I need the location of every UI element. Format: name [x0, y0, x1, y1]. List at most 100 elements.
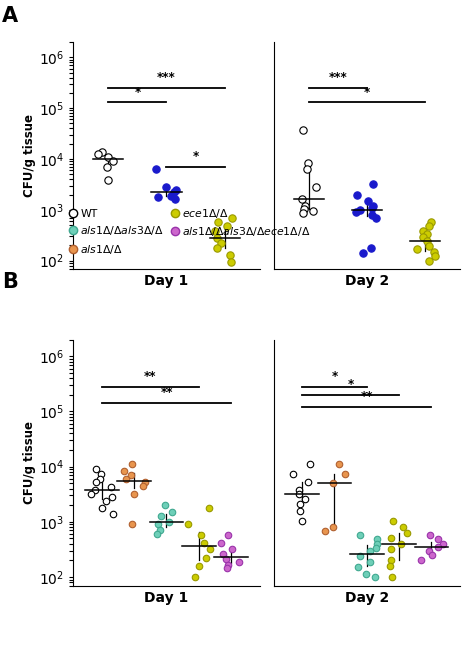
Point — [153, 163, 160, 173]
Point — [336, 459, 343, 470]
Point — [104, 175, 112, 186]
Point — [102, 496, 110, 506]
Point — [155, 519, 162, 529]
Point — [157, 510, 164, 521]
Text: ***: *** — [157, 71, 176, 84]
Text: *: * — [331, 370, 337, 383]
Point — [374, 534, 381, 545]
Text: A: A — [2, 6, 18, 27]
Y-axis label: CFU/g tissue: CFU/g tissue — [23, 421, 36, 504]
Point — [306, 459, 314, 470]
Point — [109, 156, 117, 166]
Point — [218, 538, 225, 548]
Point — [413, 244, 420, 254]
Point — [104, 151, 111, 162]
Point — [431, 250, 439, 261]
Text: *: * — [192, 150, 199, 163]
Point — [235, 557, 243, 567]
Point — [372, 542, 379, 553]
Point — [214, 243, 221, 253]
Point — [214, 217, 221, 227]
Point — [109, 509, 117, 519]
Point — [362, 569, 370, 579]
Point — [295, 488, 303, 499]
Point — [356, 551, 364, 561]
Text: **: ** — [144, 370, 156, 383]
Point — [163, 182, 170, 192]
Text: B: B — [2, 272, 18, 292]
Point — [353, 207, 360, 217]
Point — [309, 206, 317, 216]
Point — [373, 212, 380, 223]
Point — [165, 517, 173, 527]
Point — [368, 203, 376, 213]
Point — [211, 226, 219, 236]
Point — [419, 232, 427, 243]
Point — [228, 213, 236, 223]
Point — [430, 247, 438, 258]
Point — [329, 521, 337, 532]
Point — [107, 482, 114, 492]
Point — [366, 546, 374, 556]
Point — [390, 516, 397, 526]
Point — [341, 468, 349, 479]
Point — [128, 519, 136, 529]
Y-axis label: CFU/g tissue: CFU/g tissue — [23, 114, 36, 197]
Point — [387, 544, 395, 554]
Point — [303, 163, 311, 173]
Point — [156, 525, 164, 536]
Point — [92, 464, 100, 474]
Point — [213, 233, 220, 243]
Point — [167, 190, 175, 201]
Point — [206, 544, 213, 554]
Point — [304, 477, 311, 487]
Point — [417, 555, 425, 565]
Text: *: * — [347, 378, 354, 391]
Point — [301, 494, 309, 504]
Point — [419, 225, 426, 236]
Point — [312, 182, 320, 192]
Point — [367, 243, 375, 253]
Text: *: * — [364, 86, 370, 99]
Point — [355, 562, 362, 573]
Point — [434, 534, 442, 545]
Point — [296, 505, 304, 516]
Point — [299, 208, 307, 219]
Point — [425, 221, 433, 231]
Point — [427, 217, 434, 227]
Point — [329, 478, 337, 488]
Point — [364, 195, 372, 206]
Point — [370, 201, 377, 211]
Point — [200, 538, 208, 548]
Point — [300, 204, 308, 214]
Point — [196, 560, 203, 571]
Point — [370, 179, 377, 190]
Text: *: * — [134, 86, 141, 99]
Text: ***: *** — [328, 71, 347, 84]
Point — [94, 149, 102, 159]
Point — [359, 248, 366, 258]
Point — [304, 157, 312, 168]
Point — [185, 519, 192, 529]
Point — [224, 560, 232, 570]
Point — [96, 474, 104, 484]
Point — [404, 528, 411, 538]
Point — [386, 562, 393, 572]
Point — [366, 556, 374, 567]
Point — [109, 492, 116, 502]
Point — [372, 572, 379, 582]
X-axis label: Day 1: Day 1 — [145, 591, 189, 605]
X-axis label: Day 2: Day 2 — [345, 274, 389, 288]
Point — [299, 516, 306, 526]
Point — [301, 201, 309, 211]
Point — [397, 538, 404, 549]
Point — [423, 236, 430, 247]
Point — [127, 469, 135, 479]
Point — [425, 241, 433, 251]
Point — [295, 485, 303, 495]
Point — [388, 572, 396, 582]
Point — [155, 192, 162, 202]
X-axis label: Day 1: Day 1 — [145, 274, 189, 288]
Point — [356, 204, 364, 215]
Point — [226, 250, 234, 260]
